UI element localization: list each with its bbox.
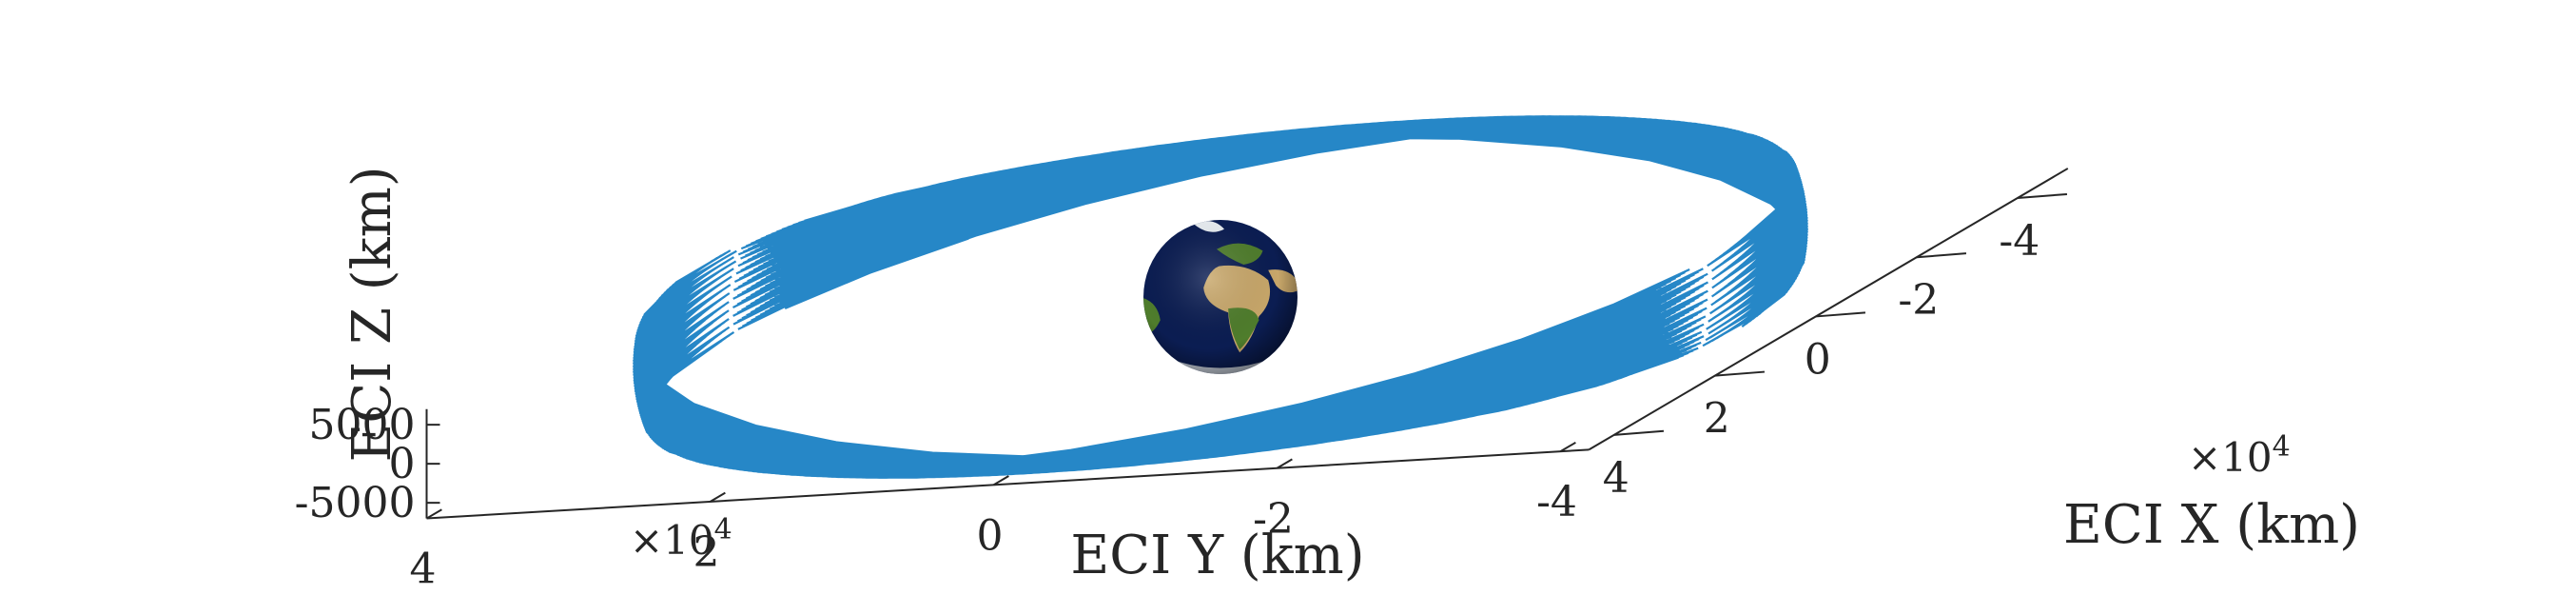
orbit-trajectory-back	[732, 115, 1808, 347]
orbit-trajectory-front	[633, 249, 1708, 479]
y-tick-label: 2	[693, 528, 720, 577]
z-tick-label: -5000	[295, 479, 416, 527]
orbit-path-front	[633, 249, 1708, 479]
x-tick-label: 4	[1603, 454, 1630, 503]
y-tick-label: 4	[410, 545, 437, 594]
y-tick-label: 0	[977, 511, 1004, 560]
x-axis-line	[1588, 168, 2069, 451]
x-tick-mark	[1714, 370, 1766, 377]
x-tick-mark	[2017, 192, 2068, 200]
z-tick-label: 5000	[309, 401, 416, 449]
z-tick-label: 0	[389, 440, 416, 488]
x-tick-mark	[1815, 311, 1866, 318]
y-tick-mark	[992, 475, 1009, 486]
svg-text:×104: ×104	[630, 513, 732, 564]
axes-frame	[425, 168, 2069, 520]
x-tick-label: -4	[1999, 217, 2039, 266]
y-axis-label: ECI Y (km)	[1070, 525, 1364, 586]
x-tick-mark	[1916, 252, 1967, 259]
y-tick-mark	[1276, 458, 1293, 469]
y-tick-mark	[425, 508, 442, 520]
earth-shading	[1143, 220, 1298, 374]
svg-text:×104: ×104	[2188, 430, 2291, 481]
earth-globe	[1143, 220, 1298, 374]
x-tick-label: 0	[1805, 335, 1831, 384]
y-axis-exponent: ×104	[630, 513, 732, 564]
y-tick-label: -2	[1253, 495, 1294, 544]
x-tick-label: 2	[1704, 395, 1730, 444]
y-tick-label: -4	[1536, 478, 1577, 526]
y-axis-line	[426, 448, 1590, 520]
y-tick-mark	[1559, 441, 1576, 453]
x-tick-label: -2	[1898, 276, 1939, 325]
x-axis-label: ECI X (km)	[2063, 494, 2360, 556]
x-axis-exponent: ×104	[2188, 430, 2291, 481]
y-tick-mark	[709, 491, 726, 503]
z-axis-label: ECI Z (km)	[342, 166, 403, 462]
x-tick-mark	[1613, 429, 1665, 436]
orbit-path-back	[732, 115, 1808, 347]
